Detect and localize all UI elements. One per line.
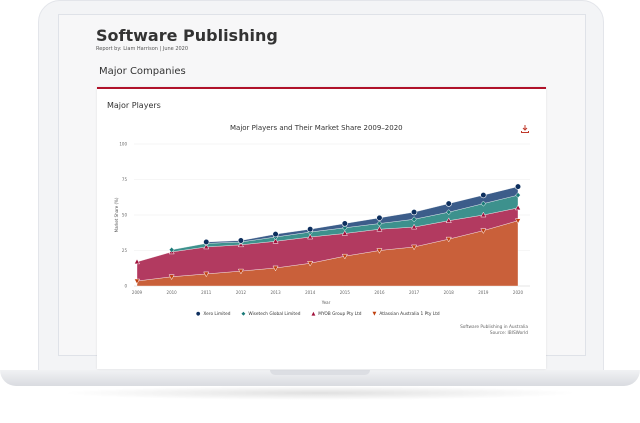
- x-tick-label: 2011: [201, 290, 212, 295]
- x-tick-label: 2010: [167, 290, 178, 295]
- data-point: [272, 237, 279, 244]
- source-line-1: Software Publishing in Australia: [460, 325, 528, 330]
- triangle-marker-icon: ▲: [311, 311, 316, 317]
- data-point: [514, 183, 522, 190]
- data-point: [203, 243, 210, 250]
- data-point: [133, 278, 141, 285]
- x-tick-label: 2016: [374, 290, 385, 295]
- x-tick-label: 2019: [478, 290, 489, 295]
- x-tick-label: 2017: [409, 290, 420, 295]
- y-tick-label: 75: [122, 177, 128, 182]
- data-point: [168, 274, 175, 281]
- data-point: [445, 209, 452, 216]
- chart-source: Software Publishing in Australia Source:…: [420, 325, 528, 337]
- data-point: [376, 220, 383, 227]
- data-point: [307, 226, 314, 233]
- data-point: [376, 248, 383, 254]
- section-heading: Major Companies: [99, 66, 186, 77]
- circle-marker-icon: ●: [196, 311, 201, 317]
- laptop-notch: [270, 370, 370, 375]
- data-point: [341, 230, 348, 236]
- data-point: [411, 216, 417, 223]
- data-point: [376, 214, 383, 221]
- x-tick-label: 2018: [444, 290, 455, 295]
- data-point: [342, 224, 348, 231]
- download-icon[interactable]: [520, 124, 530, 134]
- y-tick-label: 100: [119, 142, 127, 147]
- x-tick-label: 2015: [340, 290, 351, 295]
- card-title: Major Players: [107, 101, 161, 110]
- data-point: [133, 258, 141, 265]
- data-point: [272, 231, 279, 238]
- data-point: [514, 218, 522, 225]
- source-line-2: Source: IBISWorld: [489, 331, 528, 336]
- legend-label: Atlassian Australia 1 Pty Ltd: [379, 312, 440, 317]
- data-point: [445, 236, 452, 243]
- diamond-marker-icon: ◆: [241, 311, 246, 317]
- data-point: [237, 268, 244, 275]
- data-point: [307, 233, 314, 240]
- page-title: Software Publishing: [96, 26, 278, 45]
- y-tick-label: 50: [122, 213, 128, 218]
- laptop-base: [0, 370, 640, 386]
- legend-item[interactable]: ▼ Atlassian Australia 1 Pty Ltd: [373, 311, 440, 317]
- x-axis-label: Year: [321, 300, 331, 305]
- legend-item[interactable]: ▲ MYOB Group Pty Ltd: [311, 311, 361, 317]
- data-point: [514, 204, 522, 211]
- data-point: [411, 244, 418, 251]
- legend-label: MYOB Group Pty Ltd: [318, 312, 362, 317]
- data-point: [480, 211, 487, 218]
- data-point: [272, 265, 279, 272]
- x-tick-label: 2020: [513, 290, 524, 295]
- legend-label: Xero Limited: [203, 312, 231, 317]
- x-tick-label: 2013: [270, 290, 281, 295]
- data-point: [341, 220, 348, 227]
- data-point: [168, 246, 175, 253]
- data-point: [480, 200, 487, 207]
- x-tick-label: 2014: [305, 290, 316, 295]
- triangle-down-marker-icon: ▼: [372, 311, 377, 317]
- data-point: [203, 238, 210, 246]
- y-tick-label: 0: [124, 284, 127, 289]
- data-point: [410, 209, 418, 216]
- legend-item[interactable]: ● Xero Limited: [196, 311, 230, 317]
- data-point: [411, 223, 418, 230]
- x-tick-label: 2012: [236, 290, 247, 295]
- legend-item[interactable]: ◆ Wisetech Global Limited: [241, 311, 300, 317]
- x-tick-label: 2009: [132, 290, 143, 295]
- data-point: [515, 192, 521, 199]
- data-point: [203, 271, 210, 278]
- data-point: [445, 217, 452, 223]
- y-axis-label: Market Share (%): [114, 197, 119, 232]
- data-point: [307, 261, 314, 267]
- chart-title: Major Players and Their Market Share 200…: [230, 124, 403, 132]
- data-point: [376, 225, 383, 232]
- data-point: [480, 228, 487, 234]
- data-point: [445, 200, 452, 207]
- data-point: [480, 192, 487, 199]
- data-point: [237, 237, 245, 244]
- y-tick-label: 25: [122, 248, 128, 253]
- legend-label: Wisetech Global Limited: [248, 312, 301, 317]
- chart-legend: ● Xero Limited ◆ Wisetech Global Limited ▲ MY…: [196, 311, 440, 317]
- laptop-shadow: [60, 386, 580, 400]
- data-point: [341, 253, 348, 260]
- report-byline: Report by: Liam Harrison | June 2020: [96, 46, 189, 52]
